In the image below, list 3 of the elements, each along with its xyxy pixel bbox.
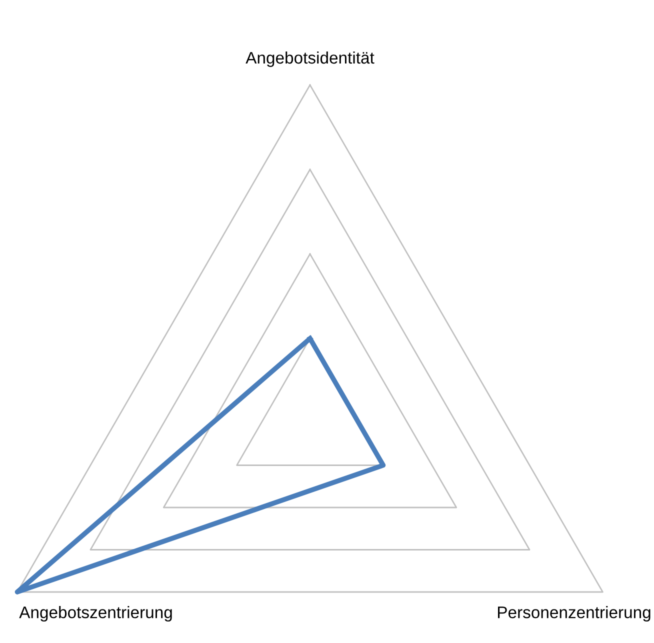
spoke-label: Angebotsidentität: [246, 51, 374, 67]
spoke-label: Angebotszentrierung: [19, 606, 172, 622]
spoke-label: Personenzentrierung: [498, 606, 650, 622]
